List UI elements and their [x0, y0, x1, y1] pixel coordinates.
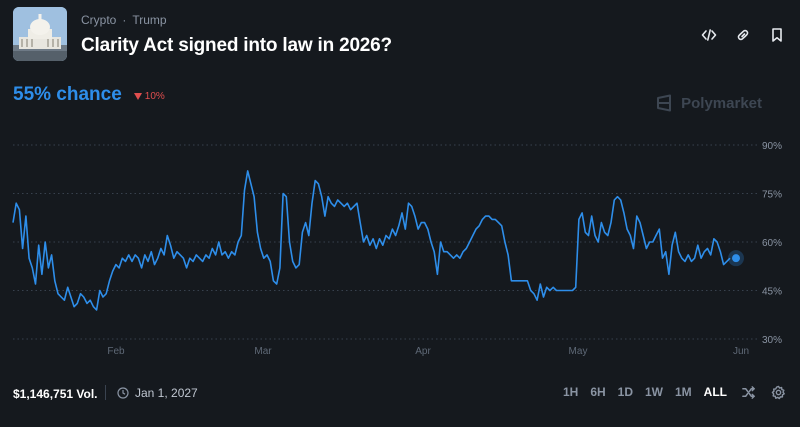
breadcrumb-subcategory[interactable]: Trump	[132, 13, 167, 27]
y-tick-label: 60%	[762, 238, 782, 249]
range-1m[interactable]: 1M	[675, 385, 692, 399]
x-tick-label: Mar	[254, 346, 272, 357]
link-icon[interactable]	[733, 25, 753, 45]
end-date-text: Jan 1, 2027	[135, 386, 198, 400]
embed-icon[interactable]	[699, 25, 719, 45]
x-tick-label: Jun	[733, 346, 749, 357]
price-chart-svg: 90% 75% 60% 45% 30% Feb Mar Apr May Jun	[12, 141, 782, 357]
range-1w[interactable]: 1W	[645, 385, 663, 399]
bookmark-icon[interactable]	[767, 25, 787, 45]
clock-icon	[117, 387, 129, 399]
range-1h[interactable]: 1H	[562, 385, 579, 399]
range-1d[interactable]: 1D	[617, 385, 633, 399]
settings-gear-icon[interactable]	[769, 383, 787, 401]
breadcrumb-category[interactable]: Crypto	[81, 13, 117, 27]
range-6h[interactable]: 6H	[590, 385, 606, 399]
chance-summary: 55% chance 10%	[13, 84, 165, 106]
y-tick-label: 30%	[762, 335, 782, 346]
triangle-down-icon	[133, 93, 142, 100]
x-tick-label: May	[569, 346, 588, 357]
x-tick-label: Feb	[107, 346, 125, 357]
time-range-selector: 1H 6H 1D 1W 1M ALL	[563, 383, 787, 401]
shuffle-icon[interactable]	[739, 383, 757, 401]
capitol-thumbnail	[13, 7, 67, 61]
polymarket-logo-icon	[657, 94, 672, 112]
polymarket-logo: Polymarket	[655, 94, 762, 112]
series-line	[12, 170, 731, 311]
breadcrumb: Crypto · Trump	[81, 13, 167, 27]
chance-delta: 10%	[133, 91, 165, 102]
y-tick-label: 90%	[762, 141, 782, 152]
chance-delta-value: 10%	[144, 91, 165, 102]
range-all[interactable]: ALL	[703, 385, 727, 399]
brand-name: Polymarket	[681, 94, 762, 112]
end-date: Jan 1, 2027	[117, 386, 198, 400]
breadcrumb-separator: ·	[122, 13, 127, 27]
market-title: Clarity Act signed into law in 2026?	[81, 35, 392, 56]
y-tick-label: 45%	[762, 287, 782, 298]
current-point	[732, 254, 740, 263]
x-tick-label: Apr	[415, 346, 431, 357]
chart-footer: $1,146,751 Vol. Jan 1, 2027 1H 6H 1D 1W …	[13, 382, 787, 406]
price-chart[interactable]: 90% 75% 60% 45% 30% Feb Mar Apr May Jun	[0, 128, 800, 360]
y-tick-label: 75%	[762, 190, 782, 201]
market-header: Crypto · Trump Clarity Act signed into law…	[13, 7, 787, 63]
header-actions	[699, 25, 787, 45]
footer-divider	[105, 385, 106, 400]
chance-value: 55% chance	[13, 84, 122, 105]
volume: $1,146,751 Vol.	[13, 387, 98, 401]
